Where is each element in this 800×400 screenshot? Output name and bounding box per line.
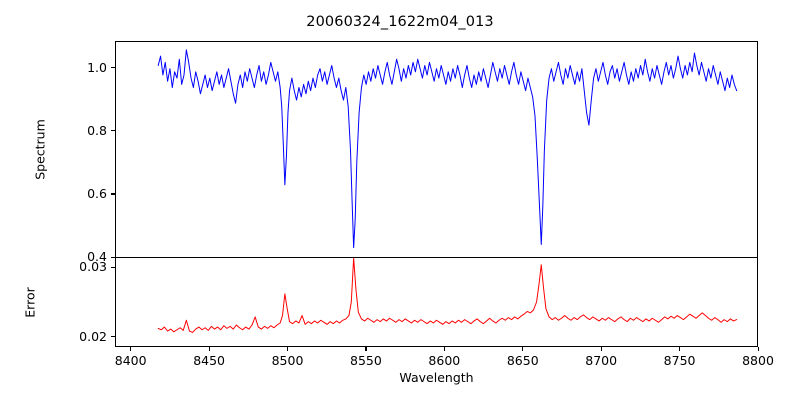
x-tick-mark (443, 347, 445, 351)
y-tick-label-error: 0.02 (79, 328, 107, 344)
x-tick-label: 8500 (271, 353, 304, 368)
x-tick-label: 8700 (585, 353, 618, 368)
x-tick-mark (600, 347, 602, 351)
x-tick-mark (130, 347, 132, 351)
y-tick-mark-error (111, 336, 115, 338)
page-title: 20060324_1622m04_013 (306, 14, 494, 30)
error-data-line (157, 258, 738, 333)
spectrum-data-line (157, 49, 738, 249)
y-tick-label-spectrum: 1.0 (87, 59, 107, 75)
x-tick-label: 8400 (114, 353, 147, 368)
spectrum-plot-panel (115, 41, 758, 258)
y-tick-mark-spectrum (111, 193, 115, 195)
y-tick-mark-error (111, 266, 115, 268)
x-tick-mark (287, 347, 289, 351)
y-tick-label-error: 0.03 (79, 259, 107, 275)
y-tick-label-spectrum: 0.6 (87, 185, 107, 201)
x-tick-label: 8650 (506, 353, 539, 368)
error-line-chart (157, 258, 738, 333)
y-tick-label-spectrum: 0.8 (87, 122, 107, 138)
x-tick-mark (208, 347, 210, 351)
x-tick-label: 8800 (742, 353, 774, 368)
error-plot-panel (115, 257, 758, 347)
x-tick-mark (757, 347, 759, 351)
x-tick-label: 8600 (428, 353, 461, 368)
y-tick-mark-spectrum (111, 130, 115, 132)
spectrum-line-chart (157, 49, 738, 249)
x-tick-label: 8550 (350, 353, 382, 368)
x-tick-mark (365, 347, 367, 351)
y-tick-label-spectrum: 0.4 (87, 249, 107, 264)
y-tick-mark-spectrum (111, 67, 115, 69)
x-tick-label: 8750 (663, 353, 696, 368)
x-tick-label: 8450 (193, 353, 225, 368)
x-tick-mark (522, 347, 524, 351)
x-axis-label: Wavelength (399, 370, 474, 385)
y-tick-mark-spectrum (111, 256, 115, 258)
x-tick-mark (679, 347, 681, 351)
